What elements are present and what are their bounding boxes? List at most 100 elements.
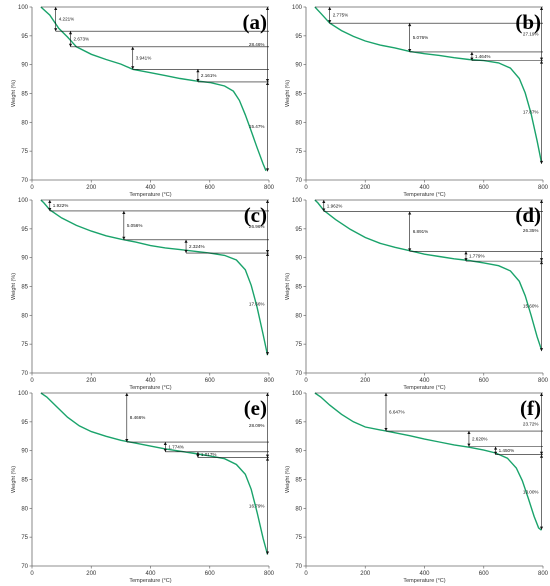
y-tick-label: 80 — [21, 120, 28, 126]
x-tick-label: 400 — [419, 185, 430, 191]
tga-panel-4: 70 75 80 85 90 95 100 0 200 400 600 800 Temperature … — [278, 195, 549, 391]
mass-loss-label: 3.941% — [136, 56, 152, 61]
y-tick-label: 75 — [21, 342, 28, 348]
y-tick-label: 100 — [292, 5, 303, 11]
y-tick-label: 100 — [292, 198, 303, 204]
x-tick-label: 800 — [538, 571, 549, 577]
arrow-head-up — [539, 7, 544, 10]
x-tick-label: 200 — [86, 185, 97, 191]
tga-chart-svg: 70 75 80 85 90 95 100 0 200 400 600 800 Temperature … — [285, 198, 549, 391]
x-tick-label: 800 — [538, 185, 549, 191]
x-tick-label: 0 — [30, 571, 34, 577]
mass-loss-label: 17.87% — [523, 110, 539, 115]
arrow-head-down — [122, 236, 126, 240]
arrow-head-down — [265, 168, 270, 172]
arrow-head-down — [48, 207, 52, 211]
y-tick-label: 95 — [21, 34, 28, 40]
y-tick-label: 70 — [295, 178, 302, 184]
x-tick-label: 600 — [479, 185, 490, 191]
arrow-head-down — [322, 208, 326, 212]
arrow-head-up — [196, 69, 200, 73]
arrow-head-up — [408, 23, 412, 27]
mass-loss-annotation: 2.620% — [467, 431, 543, 447]
arrow-head-up — [265, 457, 270, 461]
mass-loss-label: 2.673% — [74, 37, 90, 42]
arrow-head-down — [539, 348, 544, 352]
tga-curve — [40, 6, 267, 172]
arrow-head-up — [467, 431, 471, 435]
mass-loss-annotation: 2.673% — [68, 31, 269, 48]
arrow-head-up — [539, 454, 544, 458]
mass-loss-label: 27.19% — [523, 31, 539, 36]
mass-loss-annotation: 8.466% — [125, 393, 269, 443]
y-tick-label: 90 — [295, 256, 302, 262]
tga-curve — [314, 6, 543, 163]
arrow-head-up — [408, 211, 412, 215]
y-axis-title: Weight (%) — [285, 273, 291, 300]
y-tick-label: 70 — [21, 178, 28, 184]
tga-chart-svg: 70 75 80 85 90 95 100 0 200 400 600 800 Temperature … — [11, 198, 275, 391]
arrow-head-down — [125, 439, 129, 443]
y-tick-label: 100 — [292, 391, 303, 397]
x-tick-label: 600 — [205, 185, 216, 191]
tga-panel-2: 70 75 80 85 90 95 100 0 200 400 600 800 Temperature … — [278, 2, 549, 198]
mass-loss-label: 15.47% — [249, 124, 265, 129]
y-tick-label: 95 — [295, 227, 302, 233]
x-tick-label: 400 — [419, 378, 430, 384]
y-tick-label: 85 — [295, 478, 302, 484]
arrow-head-down — [54, 28, 58, 32]
mass-loss-label: 1.464% — [475, 54, 491, 59]
x-tick-label: 0 — [30, 185, 34, 191]
arrow-head-up — [494, 446, 498, 450]
tga-panel-5: 70 75 80 85 90 95 100 0 200 400 600 800 Temperature … — [4, 388, 275, 584]
tga-panel-6: 70 75 80 85 90 95 100 0 200 400 600 800 Temperature … — [278, 388, 549, 584]
mass-loss-annotation: 3.941% — [131, 46, 269, 70]
x-tick-label: 400 — [145, 571, 156, 577]
x-axis-title: Temperature (°C) — [403, 192, 445, 198]
arrow-head-up — [470, 51, 474, 55]
mass-loss-label: 23.72% — [523, 421, 539, 426]
arrow-head-up — [184, 239, 188, 243]
mass-loss-annotation: 1.450% — [494, 446, 543, 456]
mass-loss-annotation: 6.891% — [408, 211, 543, 252]
y-tick-label: 70 — [295, 371, 302, 377]
y-tick-label: 75 — [21, 535, 28, 541]
mass-loss-label: 26.96% — [249, 224, 265, 229]
mass-loss-label: 6.647% — [389, 410, 405, 415]
x-tick-label: 400 — [145, 378, 156, 384]
x-tick-label: 200 — [360, 185, 371, 191]
mass-loss-label: 5.056% — [127, 223, 143, 228]
y-tick-label: 85 — [21, 478, 28, 484]
y-tick-label: 80 — [21, 506, 28, 512]
mass-loss-annotation: 26.35% — [523, 200, 544, 262]
mass-loss-label: 1.774% — [168, 444, 184, 449]
arrow-head-up — [48, 200, 52, 203]
arrow-head-up — [265, 200, 270, 203]
panel-label: (b) — [515, 10, 541, 34]
mass-loss-label: 1.017% — [201, 452, 217, 457]
x-tick-label: 200 — [360, 378, 371, 384]
arrow-head-down — [464, 258, 468, 262]
mass-loss-annotation: 4.221% — [54, 7, 269, 32]
y-tick-label: 85 — [295, 285, 302, 291]
y-tick-label: 95 — [295, 34, 302, 40]
arrow-head-down — [184, 250, 188, 254]
x-tick-label: 200 — [86, 571, 97, 577]
arrow-head-down — [467, 443, 471, 447]
arrow-head-down — [265, 78, 270, 82]
mass-loss-annotation: 13.00% — [523, 454, 544, 530]
arrow-head-down — [196, 454, 200, 458]
mass-loss-annotation: 6.647% — [384, 393, 543, 432]
mass-loss-annotation: 2.161% — [196, 69, 269, 83]
mass-loss-annotation: 1.962% — [322, 200, 543, 212]
x-tick-label: 800 — [264, 378, 275, 384]
x-tick-label: 600 — [205, 378, 216, 384]
y-tick-label: 80 — [295, 120, 302, 126]
x-tick-label: 200 — [360, 571, 371, 577]
panel-label: (a) — [243, 10, 268, 34]
y-tick-label: 80 — [295, 506, 302, 512]
mass-loss-label: 1.962% — [327, 203, 343, 208]
mass-loss-annotation: 1.779% — [464, 251, 543, 262]
arrow-head-down — [265, 250, 270, 254]
arrow-head-up — [539, 60, 544, 64]
